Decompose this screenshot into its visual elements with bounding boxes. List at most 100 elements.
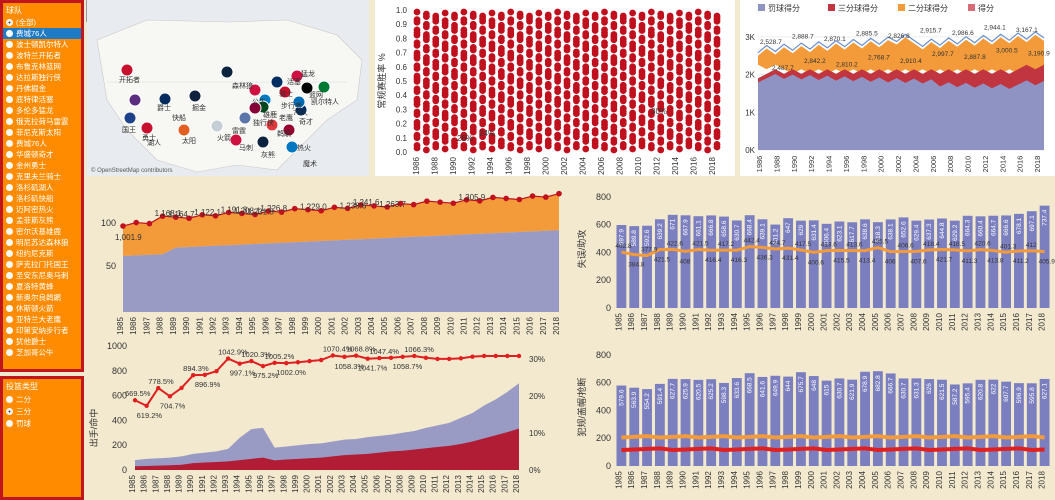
x-tick-label: 2018 <box>1038 471 1047 489</box>
win-dot <box>685 119 693 127</box>
radio-icon <box>6 294 13 301</box>
win-dot <box>451 96 458 104</box>
win-dot <box>601 111 608 119</box>
slicer-item[interactable]: 菲尼克斯太阳 <box>3 127 81 138</box>
slicer-item-label: 犹他爵士 <box>16 337 46 346</box>
radio-icon <box>6 162 13 169</box>
bar-label: 649.9 <box>772 379 779 396</box>
line-label: 413.6 <box>846 242 863 249</box>
win-dot <box>666 40 674 48</box>
win-dot <box>638 37 646 45</box>
points-dot <box>516 196 523 203</box>
win-dot <box>676 102 683 109</box>
slicer-item[interactable]: 丹佛掘金 <box>3 83 81 94</box>
win-dot <box>451 119 458 127</box>
slicer-item[interactable]: 纽约尼克斯 <box>3 248 81 259</box>
shot-type-slicer-title: 投篮类型 <box>6 382 38 391</box>
pct-dot <box>388 355 394 360</box>
slicer-item[interactable]: 罚球 <box>3 417 81 429</box>
x-tick-label: 2001 <box>820 313 829 331</box>
x-tick-label: 2014 <box>671 157 680 175</box>
bar-label: 667.9 <box>683 219 690 236</box>
slicer-item[interactable]: 密尔沃基雄鹿 <box>3 226 81 237</box>
slicer-item[interactable]: 二分 <box>3 393 81 405</box>
slicer-item[interactable]: 费城76人 <box>3 28 81 39</box>
slicer-item[interactable]: 迈阿密热火 <box>3 204 81 215</box>
pct-dot <box>295 360 301 365</box>
slicer-item[interactable]: 洛杉矶湖人 <box>3 182 81 193</box>
slicer-item[interactable]: 三分 <box>3 405 81 417</box>
x-tick-label: 1988 <box>156 317 165 335</box>
radio-icon <box>6 118 13 125</box>
win-dot <box>422 36 430 44</box>
slicer-item[interactable]: 洛杉矶快船 <box>3 193 81 204</box>
slicer-item[interactable]: 印第安纳步行者 <box>3 325 81 336</box>
x-tick-label: 2012 <box>653 157 662 175</box>
win-dot <box>619 17 627 25</box>
y-tick-label: 0K <box>745 146 755 155</box>
slicer-item[interactable]: 波特兰开拓者 <box>3 50 81 61</box>
line-label: 418.4 <box>923 241 940 248</box>
slicer-item[interactable]: 多伦多猛龙 <box>3 105 81 116</box>
slicer-item[interactable]: 金州勇士 <box>3 160 81 171</box>
bar-label: 660.4 <box>977 220 984 237</box>
radio-icon <box>6 338 13 345</box>
win-dot <box>432 120 440 128</box>
slicer-item[interactable]: 波士顿凯尔特人 <box>3 39 81 50</box>
bar-label: 623.1 <box>836 225 843 242</box>
slicer-item[interactable]: 底特律活塞 <box>3 94 81 105</box>
data-label: 1,231.5 <box>247 208 274 217</box>
slicer-item[interactable]: 夏洛特黄蜂 <box>3 281 81 292</box>
win-dot <box>554 54 562 62</box>
win-dot <box>516 138 524 146</box>
win-dot <box>507 101 515 108</box>
y-tick-label: 0 <box>606 461 611 471</box>
line-label: 411.2 <box>1013 258 1029 265</box>
data-label: 1068.8% <box>346 345 376 354</box>
win-dot <box>535 22 543 30</box>
win-dot <box>666 17 674 25</box>
slicer-item[interactable]: 华盛顿奇才 <box>3 149 81 160</box>
slicer-item[interactable]: 俄克拉荷马雷霆 <box>3 116 81 127</box>
slicer-item[interactable]: 达拉斯独行侠 <box>3 72 81 83</box>
slicer-item[interactable]: (全部) <box>3 17 81 28</box>
win-dot <box>535 9 543 17</box>
slicer-item[interactable]: 克里夫兰骑士 <box>3 171 81 182</box>
win-dot <box>666 97 674 105</box>
slicer-item[interactable]: 布鲁克林篮网 <box>3 61 81 72</box>
slicer-item-label: 克里夫兰骑士 <box>16 172 61 181</box>
pct-dot <box>330 353 336 358</box>
data-label: 2,826.8 <box>888 33 910 40</box>
win-dot <box>469 146 477 154</box>
x-tick-label: 2010 <box>964 156 973 173</box>
y-tick-label: 3K <box>745 33 755 42</box>
line-label: 417.5 <box>795 241 812 248</box>
radio-icon <box>6 96 13 103</box>
slicer-item[interactable]: 费城76人 <box>3 138 81 149</box>
slicer-item[interactable]: 亚特兰大老鹰 <box>3 314 81 325</box>
x-tick-label: 1997 <box>268 475 277 493</box>
slicer-item[interactable]: 孟菲斯灰熊 <box>3 215 81 226</box>
win-dot <box>572 64 580 71</box>
slicer-item[interactable]: 芝加哥公牛 <box>3 347 81 358</box>
slicer-item[interactable]: 新奥尔良鹈鹕 <box>3 292 81 303</box>
x-tick-label: 1994 <box>825 156 834 173</box>
team-map[interactable]: 开拓者 国王 爵士 勇士 快船 湖人 太阳 掘金 森林狼 公牛 步行者 活塞 猛龙 凯尔特人 雷霆 独行侠 火箭… <box>87 0 369 176</box>
slicer-item[interactable]: 明尼苏达森林狼 <box>3 237 81 248</box>
win-dot <box>488 114 496 122</box>
line-label: 417.2 <box>718 241 735 248</box>
radio-icon <box>6 63 13 70</box>
x-tick-label: 1994 <box>730 471 739 489</box>
win-dot <box>497 14 505 22</box>
slicer-item[interactable]: 休斯顿火箭 <box>3 303 81 314</box>
win-dot <box>647 31 655 39</box>
win-dot <box>704 13 712 21</box>
shot-chart: 0 200 400 600 800 1000 0% 10% 20% 30% 出手/命中 669.5% 6… <box>88 341 545 493</box>
slicer-item[interactable]: 圣安东尼奥马刺 <box>3 270 81 281</box>
slicer-item[interactable]: 萨克拉门托国王 <box>3 259 81 270</box>
legend-swatch <box>828 4 835 11</box>
slicer-item[interactable]: 犹他爵士 <box>3 336 81 347</box>
points-dot <box>358 202 364 208</box>
bar <box>719 216 729 308</box>
